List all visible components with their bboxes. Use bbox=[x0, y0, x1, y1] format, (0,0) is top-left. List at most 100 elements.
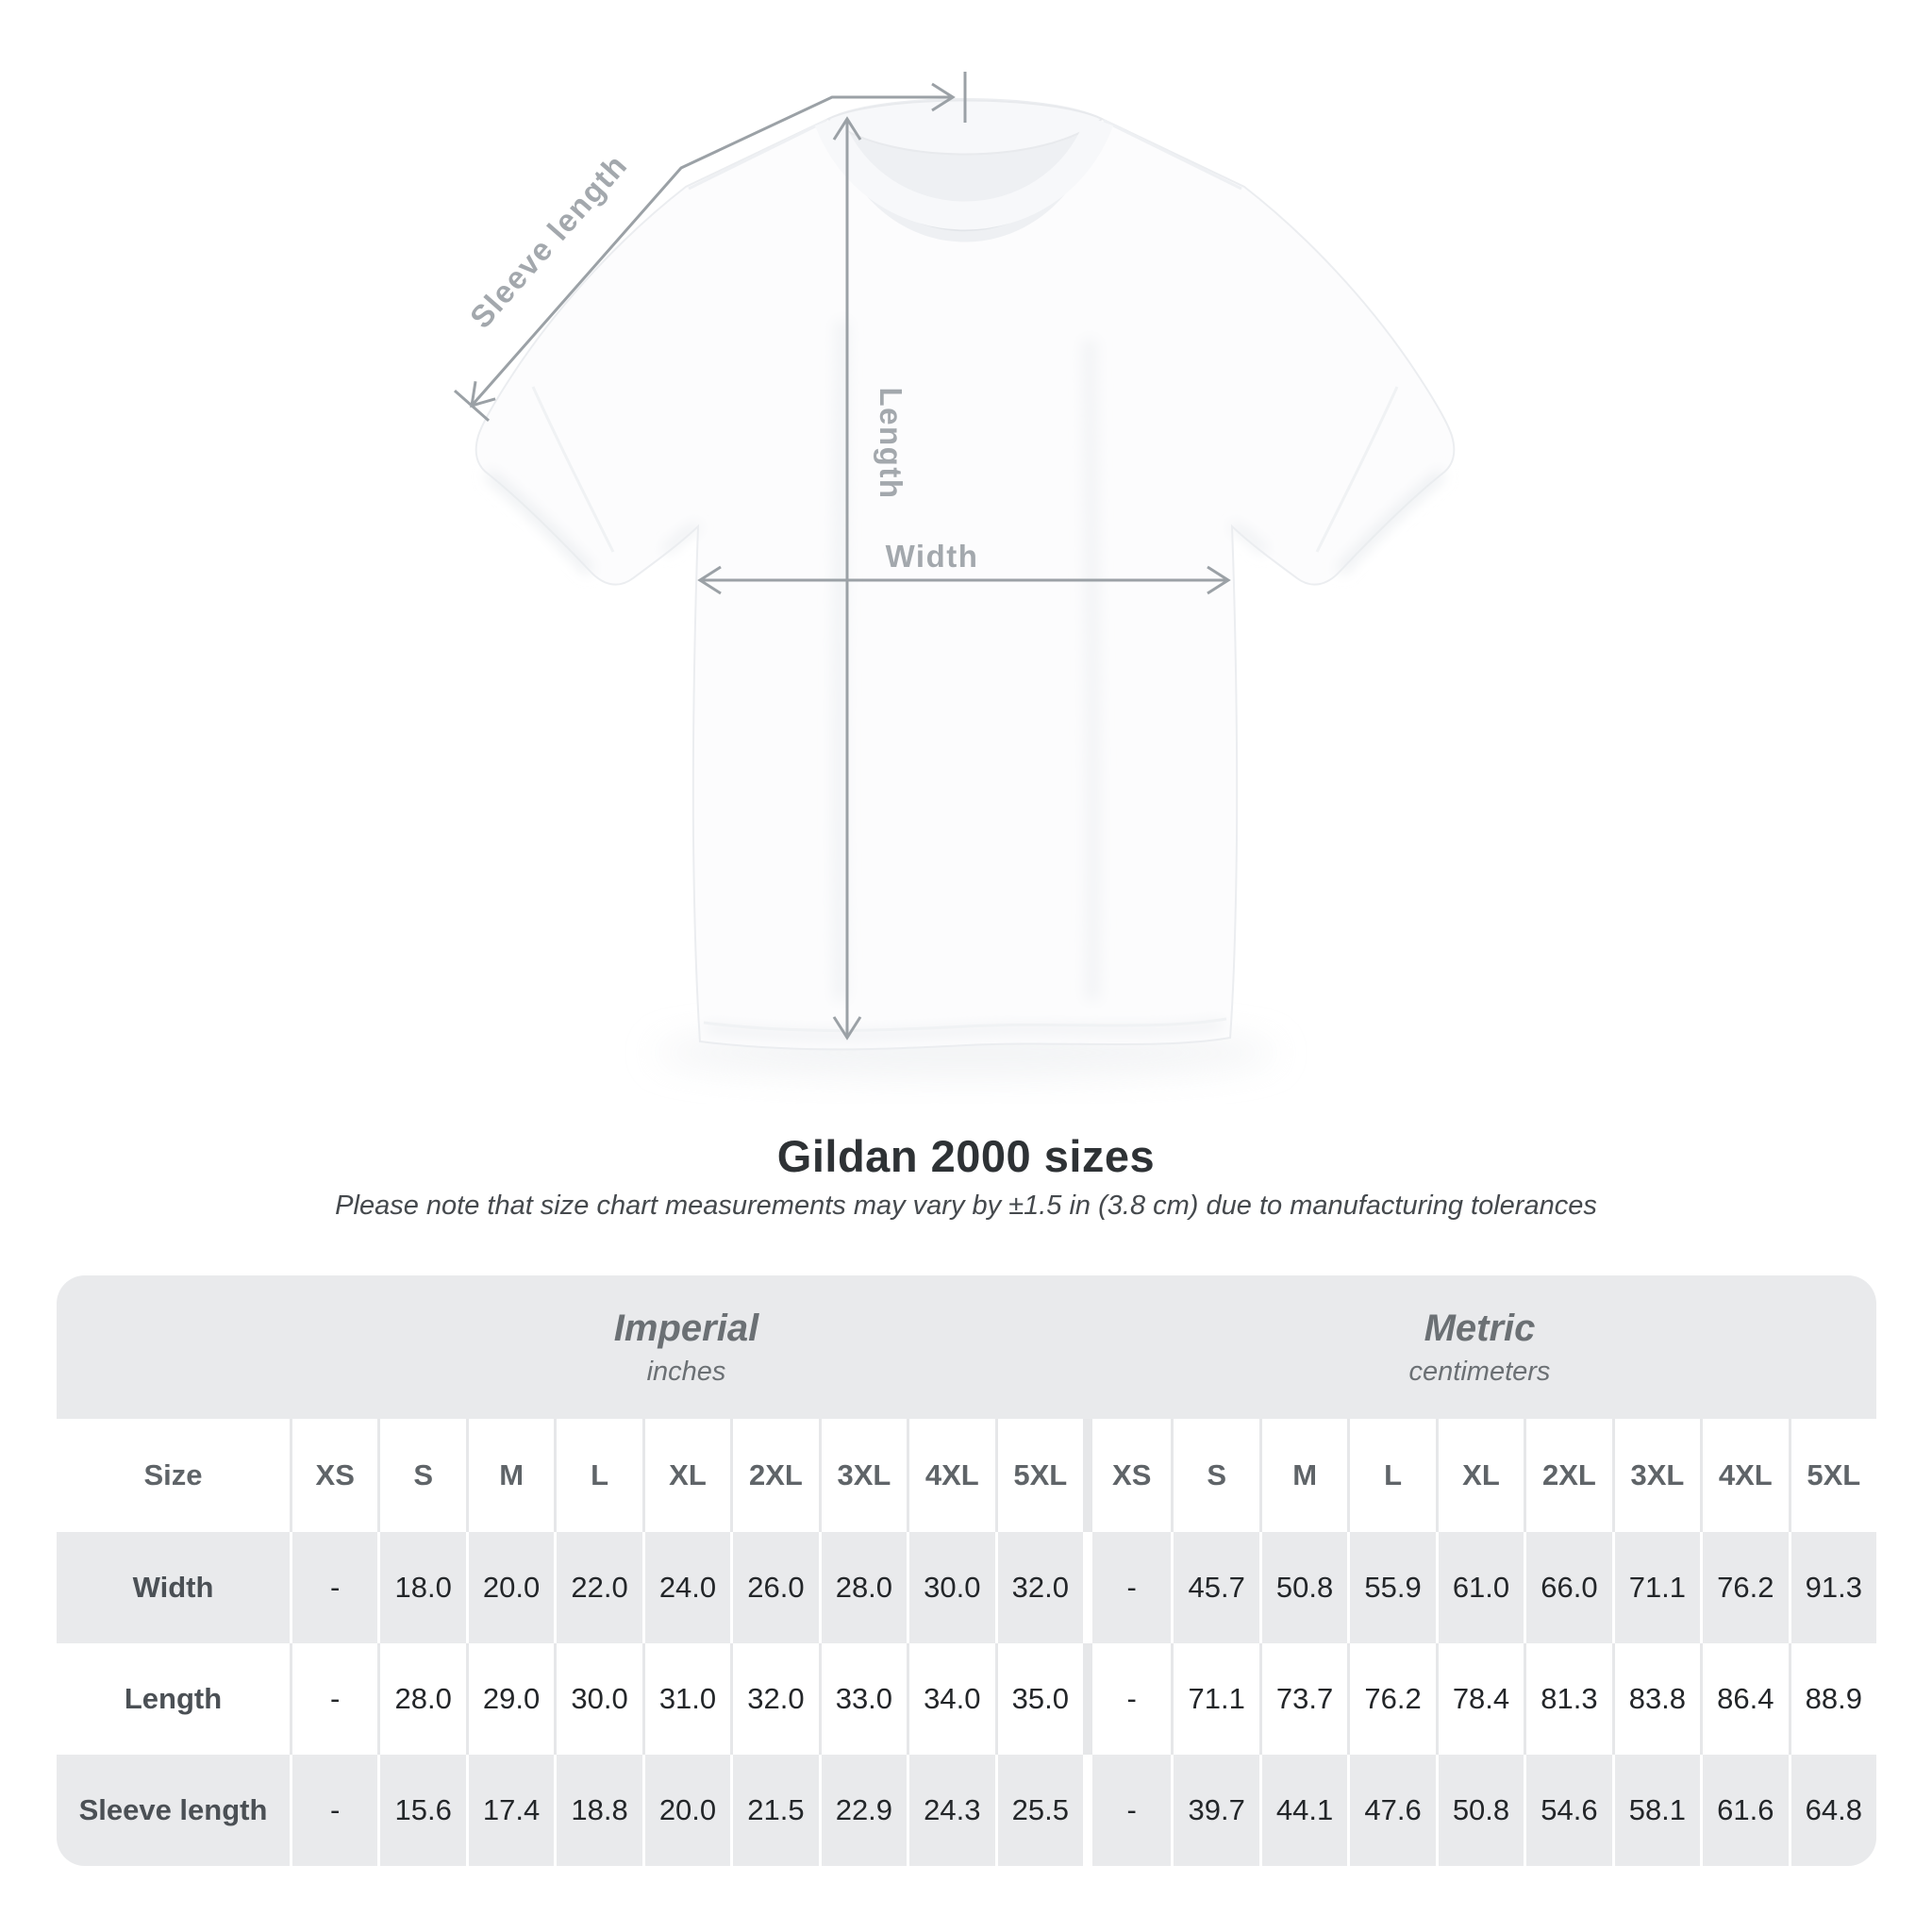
size-header-imperial-s: S bbox=[377, 1419, 466, 1532]
sleeve-imperial-2xl: 21.5 bbox=[730, 1755, 819, 1866]
size-header-metric-3xl: 3XL bbox=[1611, 1419, 1701, 1532]
sleeve-imperial-m: 17.4 bbox=[465, 1755, 555, 1866]
width-metric-4xl: 76.2 bbox=[1700, 1532, 1789, 1643]
width-imperial-4xl: 30.0 bbox=[907, 1532, 995, 1643]
size-header-imperial-4xl: 4XL bbox=[907, 1419, 995, 1532]
length-metric-5xl: 88.9 bbox=[1788, 1643, 1876, 1755]
size-header-metric-m: M bbox=[1258, 1419, 1348, 1532]
sleeve-metric-5xl: 64.8 bbox=[1788, 1755, 1876, 1866]
arrowhead bbox=[931, 82, 956, 112]
size-header-imperial-l: L bbox=[554, 1419, 642, 1532]
length-imperial-3xl: 33.0 bbox=[818, 1643, 908, 1755]
width-imperial-s: 18.0 bbox=[377, 1532, 466, 1643]
length-imperial-s: 28.0 bbox=[377, 1643, 466, 1755]
length-metric-xl: 78.4 bbox=[1435, 1643, 1524, 1755]
length-imperial-4xl: 34.0 bbox=[907, 1643, 995, 1755]
imperial-sub-label: inches bbox=[646, 1356, 726, 1387]
arrowhead bbox=[1207, 565, 1231, 595]
imperial-group-header: Imperial inches bbox=[290, 1275, 1083, 1419]
size-header-metric-xl: XL bbox=[1435, 1419, 1524, 1532]
length-metric-m: 73.7 bbox=[1258, 1643, 1348, 1755]
width-imperial-l: 22.0 bbox=[554, 1532, 642, 1643]
size-header-metric-2xl: 2XL bbox=[1524, 1419, 1612, 1532]
width-imperial-m: 20.0 bbox=[465, 1532, 555, 1643]
width-imperial-3xl: 28.0 bbox=[818, 1532, 908, 1643]
length-metric-xs: - bbox=[1082, 1643, 1172, 1755]
sleeve-metric-m: 44.1 bbox=[1258, 1755, 1348, 1866]
arrowhead bbox=[832, 1016, 862, 1041]
arrowhead bbox=[697, 565, 722, 595]
metric-group-header: Metric centimeters bbox=[1082, 1275, 1876, 1419]
sleeve-imperial-5xl: 25.5 bbox=[994, 1755, 1083, 1866]
width-metric-xs: - bbox=[1082, 1532, 1172, 1643]
size-header-metric-s: S bbox=[1171, 1419, 1259, 1532]
length-imperial-m: 29.0 bbox=[465, 1643, 555, 1755]
size-header-imperial-m: M bbox=[465, 1419, 555, 1532]
arrowhead bbox=[832, 116, 862, 141]
length-metric-4xl: 86.4 bbox=[1700, 1643, 1789, 1755]
imperial-label: Imperial bbox=[613, 1307, 759, 1349]
width-metric-5xl: 91.3 bbox=[1788, 1532, 1876, 1643]
sleeve-metric-s: 39.7 bbox=[1171, 1755, 1259, 1866]
metric-sub-label: centimeters bbox=[1408, 1356, 1551, 1387]
length-metric-2xl: 81.3 bbox=[1524, 1643, 1612, 1755]
width-imperial-5xl: 32.0 bbox=[994, 1532, 1083, 1643]
row-label-length: Length bbox=[57, 1643, 290, 1755]
length-imperial-xs: - bbox=[290, 1643, 378, 1755]
collar bbox=[815, 99, 1114, 242]
width-metric-s: 45.7 bbox=[1171, 1532, 1259, 1643]
row-label-sleeve-length: Sleeve length bbox=[57, 1755, 290, 1866]
units-corner-spacer bbox=[57, 1275, 290, 1419]
tshirt-measurement-diagram: Sleeve length Length Width bbox=[454, 72, 1456, 1077]
sleeve-metric-4xl: 61.6 bbox=[1700, 1755, 1789, 1866]
sleeve-imperial-4xl: 24.3 bbox=[907, 1755, 995, 1866]
size-header-metric-l: L bbox=[1347, 1419, 1436, 1532]
tshirt-graphic bbox=[475, 98, 1456, 1051]
width-metric-2xl: 66.0 bbox=[1524, 1532, 1612, 1643]
tolerance-note: Please note that size chart measurements… bbox=[335, 1191, 1597, 1221]
width-imperial-xs: - bbox=[290, 1532, 378, 1643]
width-metric-xl: 61.0 bbox=[1435, 1532, 1524, 1643]
metric-label: Metric bbox=[1424, 1307, 1536, 1349]
sleeve-metric-3xl: 58.1 bbox=[1611, 1755, 1701, 1866]
size-header-imperial-5xl: 5XL bbox=[994, 1419, 1083, 1532]
width-metric-m: 50.8 bbox=[1258, 1532, 1348, 1643]
sleeve-metric-xs: - bbox=[1082, 1755, 1172, 1866]
measurement-lines bbox=[454, 72, 1231, 1041]
arrowhead bbox=[470, 381, 496, 408]
sleeve-metric-l: 47.6 bbox=[1347, 1755, 1436, 1866]
fabric-shading bbox=[484, 320, 1446, 1040]
length-imperial-5xl: 35.0 bbox=[994, 1643, 1083, 1755]
length-metric-s: 71.1 bbox=[1171, 1643, 1259, 1755]
width-imperial-xl: 24.0 bbox=[641, 1532, 731, 1643]
length-metric-l: 76.2 bbox=[1347, 1643, 1436, 1755]
size-header-imperial-xl: XL bbox=[641, 1419, 731, 1532]
seam-lines bbox=[531, 119, 1399, 1032]
length-imperial-xl: 31.0 bbox=[641, 1643, 731, 1755]
width-imperial-2xl: 26.0 bbox=[730, 1532, 819, 1643]
size-header-imperial-xs: XS bbox=[290, 1419, 378, 1532]
length-metric-3xl: 83.8 bbox=[1611, 1643, 1701, 1755]
length-imperial-l: 30.0 bbox=[554, 1643, 642, 1755]
size-header-imperial-2xl: 2XL bbox=[730, 1419, 819, 1532]
sleeve-imperial-s: 15.6 bbox=[377, 1755, 466, 1866]
length-label: Length bbox=[874, 388, 908, 500]
width-metric-3xl: 71.1 bbox=[1611, 1532, 1701, 1643]
size-table: Imperial inches Metric centimeters Size … bbox=[57, 1275, 1876, 1866]
sleeve-imperial-l: 18.8 bbox=[554, 1755, 642, 1866]
size-header-metric-4xl: 4XL bbox=[1700, 1419, 1789, 1532]
sleeve-metric-2xl: 54.6 bbox=[1524, 1755, 1612, 1866]
width-metric-l: 55.9 bbox=[1347, 1532, 1436, 1643]
sleeve-imperial-xl: 20.0 bbox=[641, 1755, 731, 1866]
size-column-header: Size bbox=[57, 1419, 290, 1532]
width-label: Width bbox=[886, 539, 979, 574]
sleeve-imperial-3xl: 22.9 bbox=[818, 1755, 908, 1866]
row-label-width: Width bbox=[57, 1532, 290, 1643]
size-header-metric-xs: XS bbox=[1082, 1419, 1172, 1532]
sleeve-length-line bbox=[470, 95, 951, 407]
sleeve-imperial-xs: - bbox=[290, 1755, 378, 1866]
size-header-metric-5xl: 5XL bbox=[1788, 1419, 1876, 1532]
sleeve-metric-xl: 50.8 bbox=[1435, 1755, 1524, 1866]
size-header-imperial-3xl: 3XL bbox=[818, 1419, 908, 1532]
length-imperial-2xl: 32.0 bbox=[730, 1643, 819, 1755]
